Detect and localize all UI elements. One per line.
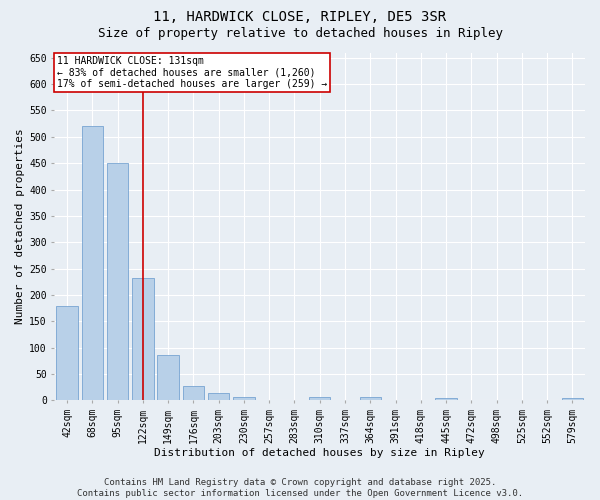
Bar: [562, 398, 583, 400]
Bar: [309, 397, 331, 400]
Text: Size of property relative to detached houses in Ripley: Size of property relative to detached ho…: [97, 28, 503, 40]
Text: 11, HARDWICK CLOSE, RIPLEY, DE5 3SR: 11, HARDWICK CLOSE, RIPLEY, DE5 3SR: [154, 10, 446, 24]
Bar: [436, 398, 457, 400]
X-axis label: Distribution of detached houses by size in Ripley: Distribution of detached houses by size …: [154, 448, 485, 458]
Bar: [359, 397, 381, 400]
Text: Contains HM Land Registry data © Crown copyright and database right 2025.
Contai: Contains HM Land Registry data © Crown c…: [77, 478, 523, 498]
Y-axis label: Number of detached properties: Number of detached properties: [15, 128, 25, 324]
Bar: [208, 392, 229, 400]
Bar: [107, 163, 128, 400]
Bar: [233, 397, 254, 400]
Bar: [182, 386, 204, 400]
Bar: [157, 354, 179, 401]
Bar: [82, 126, 103, 400]
Bar: [56, 306, 78, 400]
Bar: [132, 278, 154, 400]
Text: 11 HARDWICK CLOSE: 131sqm
← 83% of detached houses are smaller (1,260)
17% of se: 11 HARDWICK CLOSE: 131sqm ← 83% of detac…: [57, 56, 328, 89]
